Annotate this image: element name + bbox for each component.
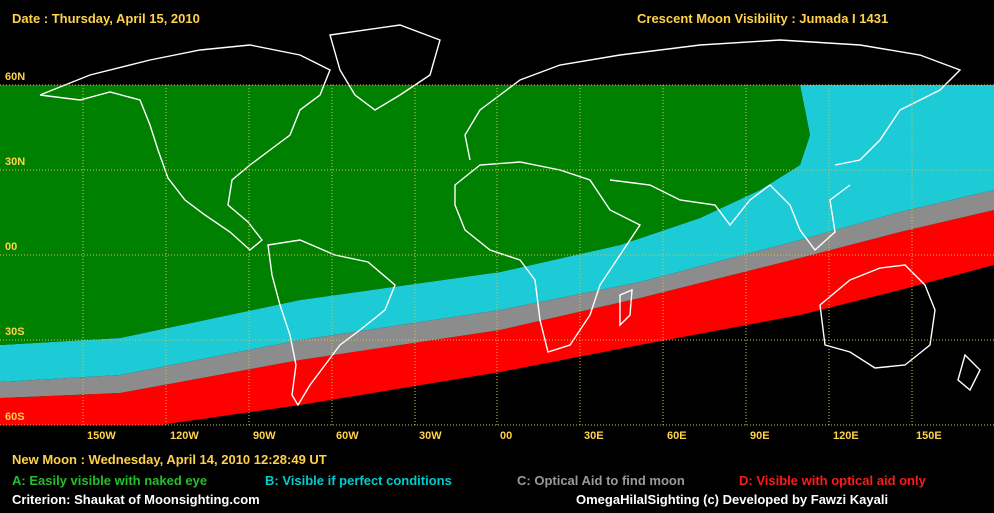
madagascar-coast: [619, 288, 633, 327]
legend-zone-c: C: Optical Aid to find moon: [517, 473, 685, 488]
africa-coast: [454, 161, 642, 353]
lon-label-150w: 150W: [87, 430, 116, 442]
asia-south-coast: [609, 179, 851, 252]
greenland-coast: [329, 24, 441, 111]
lat-label-30n: 30N: [5, 156, 26, 168]
lon-label-30w: 30W: [419, 430, 442, 442]
coastlines: [39, 24, 981, 407]
lon-label-120w: 120W: [170, 430, 199, 442]
lat-label-30s: 30S: [5, 326, 25, 338]
lon-label-30e: 30E: [584, 430, 604, 442]
zone-b-band: [0, 85, 994, 382]
credit-label: OmegaHilalSighting (c) Developed by Fawz…: [576, 492, 889, 507]
lon-label-150e: 150E: [916, 430, 942, 442]
lat-lon-grid: [0, 84, 994, 426]
europe-coast: [464, 39, 962, 166]
zone-d-band: [0, 210, 994, 425]
legend-zone-d: D: Visible with optical aid only: [739, 473, 926, 488]
north-america-coast: [39, 44, 331, 251]
legend-zone-a: A: Easily visible with naked eye: [12, 473, 208, 488]
lat-label-60n: 60N: [5, 71, 26, 83]
lon-label-90e: 90E: [750, 430, 770, 442]
lon-label-60w: 60W: [336, 430, 359, 442]
lat-label-60s: 60S: [5, 411, 25, 423]
date-label: Date : Thursday, April 15, 2010: [12, 11, 200, 26]
lon-label-00: 00: [500, 430, 513, 442]
lon-label-120e: 120E: [833, 430, 859, 442]
map-title: Crescent Moon Visibility : Jumada I 1431: [637, 11, 889, 26]
legend-zone-b: B: Visible if perfect conditions: [265, 473, 452, 488]
lon-label-60e: 60E: [667, 430, 687, 442]
criterion-label: Criterion: Shaukat of Moonsighting.com: [12, 492, 260, 507]
zone-c-band: [0, 190, 994, 398]
zone-a-band: [0, 85, 810, 345]
lat-label-equator: 00: [5, 241, 18, 253]
australia-coast: [819, 264, 936, 369]
new-moon-label: New Moon : Wednesday, April 14, 2010 12:…: [12, 452, 327, 467]
lon-label-90w: 90W: [253, 430, 276, 442]
south-america-coast: [267, 239, 396, 407]
new-zealand-coast: [957, 353, 981, 392]
